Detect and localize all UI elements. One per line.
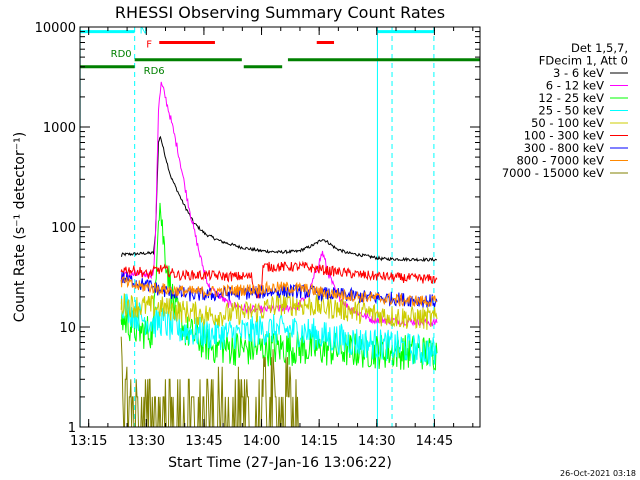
legend-label-100-300-kev: 100 - 300 keV: [524, 129, 604, 143]
legend-label-25-50-kev: 25 - 50 keV: [538, 104, 604, 118]
flag-bars: NF RD0 RD6: [80, 26, 480, 77]
series-7000-15000-kev: [120, 336, 302, 427]
x-tick-label-14-15: 14:15: [300, 434, 337, 449]
y-tick-label-100: 100: [51, 221, 76, 236]
series-12-25-kev: [120, 202, 438, 371]
y-axis: 10000 1000 100 10 1: [35, 21, 480, 436]
x-tick-label-13-15: 13:15: [70, 434, 107, 449]
flag-f-label: F: [146, 39, 152, 50]
legend-label-7000-15000-kev: 7000 - 15000 keV: [502, 166, 604, 180]
x-tick-label-14-45: 14:45: [416, 434, 453, 449]
y-tick-label-1: 1: [68, 421, 76, 436]
legend-header-1: Det 1,5,7,: [571, 41, 628, 55]
series-6-12-kev: [120, 81, 438, 327]
series-100-300-kev: [120, 260, 438, 299]
series-3-6-kev: [120, 135, 437, 263]
y-tick-label-1000: 1000: [43, 121, 76, 136]
legend-label-800-7000-kev: 800 - 7000 keV: [516, 154, 604, 168]
x-tick-label-14-00: 14:00: [243, 434, 280, 449]
x-axis: 13:15 13:30 13:45 14:00 14:15 14:30 14:45: [70, 27, 474, 449]
y-axis-label: Count Rate (s⁻¹ detector⁻¹): [12, 132, 28, 322]
footer-timestamp: 26-Oct-2021 03:18: [560, 469, 636, 478]
series-25-50-kev: [120, 293, 438, 367]
series-800-7000-kev: [120, 276, 438, 308]
x-tick-label-13-30: 13:30: [128, 434, 165, 449]
y-tick-label-10000: 10000: [35, 21, 76, 36]
flag-rd6-label: RD6: [144, 66, 165, 77]
legend-label-6-12-kev: 6 - 12 keV: [546, 79, 604, 93]
legend-label-300-800-kev: 300 - 800 keV: [524, 141, 604, 155]
x-tick-label-14-30: 14:30: [358, 434, 395, 449]
legend-label-3-6-kev: 3 - 6 keV: [553, 66, 604, 80]
x-tick-label-13-45: 13:45: [185, 434, 222, 449]
x-axis-label: Start Time (27-Jan-16 13:06:22): [168, 455, 392, 471]
flag-n-label: N: [140, 26, 147, 37]
series-lines: [120, 81, 438, 427]
legend-label-50-100-kev: 50 - 100 keV: [531, 116, 604, 130]
flag-rd0-label: RD0: [111, 49, 132, 60]
series-300-800-kev: [120, 272, 438, 308]
legend-header-2: FDecim 1, Att 0: [539, 54, 628, 68]
series-50-100-kev: [120, 292, 438, 330]
chart-title: RHESSI Observing Summary Count Rates: [115, 3, 445, 22]
y-tick-label-10: 10: [59, 321, 76, 336]
legend-label-12-25-kev: 12 - 25 keV: [538, 91, 604, 105]
